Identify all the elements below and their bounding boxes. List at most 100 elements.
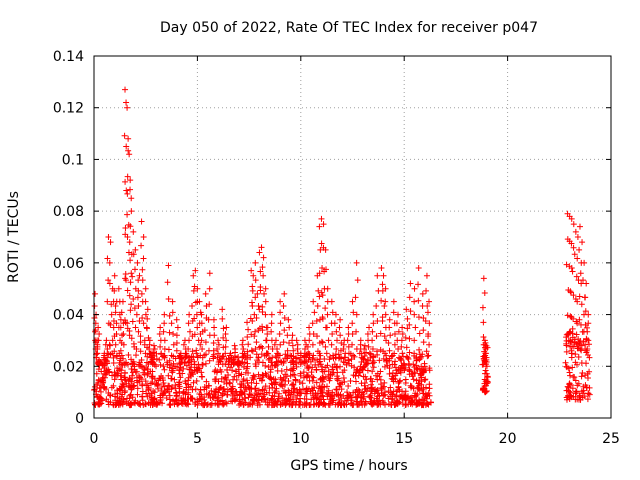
data-point xyxy=(369,368,376,375)
data-point xyxy=(118,352,125,359)
data-point xyxy=(172,355,179,362)
data-point xyxy=(353,259,360,266)
data-point xyxy=(273,358,280,365)
data-point xyxy=(287,395,294,402)
data-point xyxy=(332,311,339,318)
data-point xyxy=(333,364,340,371)
data-point xyxy=(424,353,431,360)
data-point xyxy=(123,380,130,387)
data-point xyxy=(426,381,433,388)
data-point xyxy=(276,390,283,397)
data-point xyxy=(134,259,141,266)
data-point xyxy=(259,308,266,315)
data-point xyxy=(118,309,125,316)
data-point xyxy=(118,372,125,379)
data-point xyxy=(370,399,377,406)
data-point xyxy=(251,333,258,340)
data-point xyxy=(105,234,112,240)
data-point xyxy=(131,305,138,312)
data-point xyxy=(362,359,369,366)
data-point xyxy=(105,401,112,408)
data-point xyxy=(322,343,329,350)
data-point xyxy=(130,228,137,235)
data-point xyxy=(129,273,136,280)
data-point xyxy=(206,270,213,277)
data-point xyxy=(345,356,352,363)
data-point xyxy=(277,298,284,305)
y-tick-label: 0.08 xyxy=(53,204,84,220)
data-point xyxy=(235,353,242,360)
data-point xyxy=(574,234,581,240)
data-point xyxy=(281,315,288,322)
data-point xyxy=(483,363,490,370)
data-point xyxy=(160,377,167,384)
data-point xyxy=(325,401,332,408)
data-point xyxy=(150,349,157,356)
data-point xyxy=(310,298,317,305)
data-point xyxy=(236,362,243,369)
data-point xyxy=(262,298,269,305)
data-point xyxy=(403,306,410,313)
data-point xyxy=(262,285,269,292)
data-point xyxy=(321,355,328,362)
data-point xyxy=(424,309,431,316)
data-point xyxy=(101,365,108,372)
data-point xyxy=(391,361,398,368)
data-point xyxy=(570,292,577,299)
data-point xyxy=(248,347,255,354)
data-point xyxy=(259,264,266,271)
data-point xyxy=(224,391,231,398)
data-point xyxy=(208,400,215,407)
data-point xyxy=(573,331,580,338)
data-point xyxy=(345,324,352,331)
data-point xyxy=(133,346,140,353)
data-point xyxy=(481,290,488,297)
data-point xyxy=(361,393,368,400)
data-point xyxy=(570,221,577,228)
data-point xyxy=(566,393,573,400)
data-point xyxy=(484,373,491,380)
data-point xyxy=(303,386,310,393)
data-point xyxy=(563,396,570,403)
data-point xyxy=(338,355,345,362)
data-point xyxy=(424,302,431,309)
data-point xyxy=(572,377,579,384)
data-point xyxy=(292,376,299,383)
data-point xyxy=(288,402,295,409)
data-point xyxy=(224,386,231,393)
data-point xyxy=(315,287,322,294)
data-point xyxy=(569,268,576,275)
data-point xyxy=(144,353,151,360)
data-point xyxy=(584,346,591,353)
data-point xyxy=(271,380,278,387)
data-point xyxy=(98,395,105,402)
x-tick-label: 20 xyxy=(499,431,517,447)
data-point xyxy=(220,401,227,408)
data-point xyxy=(271,341,278,348)
x-tick-label: 10 xyxy=(292,431,310,447)
data-point xyxy=(367,398,374,405)
data-point xyxy=(406,321,413,328)
data-point xyxy=(103,358,110,365)
data-point xyxy=(222,343,229,350)
data-point xyxy=(293,337,300,344)
data-point xyxy=(393,320,400,327)
data-point xyxy=(394,311,401,318)
data-point xyxy=(377,330,384,337)
data-point xyxy=(117,387,124,394)
data-point xyxy=(166,329,173,336)
data-point xyxy=(124,287,131,294)
data-point xyxy=(573,273,580,280)
data-point xyxy=(151,401,158,408)
data-point xyxy=(481,387,488,394)
data-point xyxy=(483,370,490,377)
data-point xyxy=(313,366,320,373)
data-point xyxy=(339,369,346,376)
data-point xyxy=(158,383,165,390)
data-point xyxy=(338,402,345,409)
data-point xyxy=(577,270,584,277)
data-point xyxy=(113,401,120,408)
data-point xyxy=(103,337,110,344)
data-point xyxy=(379,384,386,391)
data-point xyxy=(182,400,189,407)
